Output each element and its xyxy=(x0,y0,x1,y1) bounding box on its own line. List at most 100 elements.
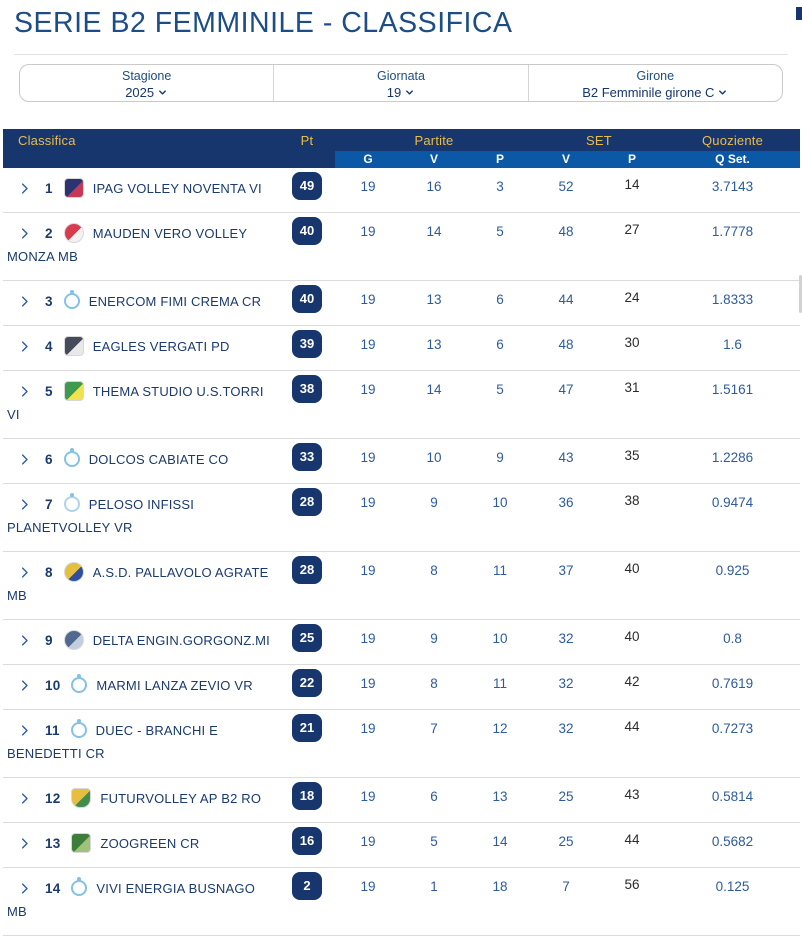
scrollbar-thumb[interactable] xyxy=(799,275,802,313)
table-row[interactable]: 5 THEMA STUDIO U.S.TORRI VI 38 19 14 5 47… xyxy=(3,371,800,439)
expand-chevron-icon[interactable] xyxy=(17,380,32,403)
filter-girone[interactable]: Girone B2 Femminile girone C xyxy=(527,65,782,101)
points-badge: 22 xyxy=(292,669,322,697)
expand-chevron-icon[interactable] xyxy=(17,493,32,516)
team-cell: 8 A.S.D. PALLAVOLO AGRATE MB xyxy=(3,552,279,619)
points-badge: 40 xyxy=(292,285,322,313)
team-name: FUTURVOLLEY AP B2 RO xyxy=(100,791,262,806)
points-cell: 40 xyxy=(279,213,335,245)
expand-chevron-icon[interactable] xyxy=(17,222,32,245)
stat-v: 5 xyxy=(430,834,438,849)
table-row[interactable]: 4 EAGLES VERGATI PD 39 19 13 6 48 30 1.6 xyxy=(3,326,800,371)
table-row[interactable]: 2 MAUDEN VERO VOLLEY MONZA MB 40 19 14 5 … xyxy=(3,213,800,281)
expand-chevron-icon[interactable] xyxy=(17,719,32,742)
expand-chevron-icon[interactable] xyxy=(17,629,32,652)
filter-stagione-label: Stagione xyxy=(121,69,172,83)
table-row[interactable]: 10 MARMI LANZA ZEVIO VR 22 19 8 11 32 42 … xyxy=(3,665,800,710)
title-divider xyxy=(14,54,788,55)
stat-p: 14 xyxy=(492,834,508,849)
team-rank: 5 xyxy=(45,384,53,399)
expand-chevron-icon[interactable] xyxy=(17,877,32,900)
expand-chevron-icon[interactable] xyxy=(17,832,32,855)
expand-chevron-icon[interactable] xyxy=(17,177,32,200)
points-cell: 49 xyxy=(279,168,335,200)
stat-g: 19 xyxy=(360,721,376,736)
team-rank: 14 xyxy=(45,881,61,896)
filter-girone-select[interactable]: B2 Femminile girone C xyxy=(582,85,728,100)
team-logo xyxy=(63,381,84,401)
subheader-v: V xyxy=(401,151,467,168)
team-name: ZOOGREEN CR xyxy=(100,836,200,851)
stat-v: 7 xyxy=(430,721,438,736)
points-badge: 38 xyxy=(292,375,322,403)
filter-stagione[interactable]: Stagione 2025 xyxy=(20,65,273,101)
table-row[interactable]: 7 PELOSO INFISSI PLANETVOLLEY VR 28 19 9 … xyxy=(3,484,800,552)
team-rank: 13 xyxy=(45,836,61,851)
table-row[interactable]: 6 DOLCOS CABIATE CO 33 19 10 9 43 35 1.22… xyxy=(3,439,800,484)
team-logo xyxy=(63,630,84,650)
points-cell: 38 xyxy=(279,371,335,403)
header-set: SET xyxy=(586,132,612,148)
filter-stagione-select[interactable]: 2025 xyxy=(125,85,168,100)
expand-chevron-icon[interactable] xyxy=(17,674,32,697)
table-row[interactable]: 14 VIVI ENERGIA BUSNAGO MB 2 19 1 18 7 56… xyxy=(3,868,800,936)
subheader-qset: Q Set. xyxy=(665,151,800,168)
stat-p: 13 xyxy=(492,789,508,804)
stat-q: 1.5161 xyxy=(711,382,754,397)
stat-v: 10 xyxy=(426,450,442,465)
team-logo xyxy=(70,719,87,738)
table-row[interactable]: 3 ENERCOM FIMI CREMA CR 40 19 13 6 44 24 … xyxy=(3,281,800,326)
team-cell: 4 EAGLES VERGATI PD xyxy=(3,326,279,370)
table-row[interactable]: 1 IPAG VOLLEY NOVENTA VI 49 19 16 3 52 14… xyxy=(3,168,800,213)
table-row[interactable]: 8 A.S.D. PALLAVOLO AGRATE MB 28 19 8 11 3… xyxy=(3,552,800,620)
team-logo xyxy=(63,336,84,356)
stat-set-v: 48 xyxy=(558,224,574,239)
team-logo xyxy=(63,562,84,582)
stat-set-p: 40 xyxy=(624,629,640,644)
stat-g: 19 xyxy=(360,789,376,804)
points-cell: 21 xyxy=(279,710,335,742)
points-badge: 16 xyxy=(292,827,322,855)
stat-p: 6 xyxy=(496,337,504,352)
stat-g: 19 xyxy=(360,631,376,646)
stat-g: 19 xyxy=(360,292,376,307)
points-cell: 16 xyxy=(279,823,335,855)
points-badge: 28 xyxy=(292,488,322,516)
points-cell: 28 xyxy=(279,484,335,516)
stat-g: 19 xyxy=(360,879,376,894)
points-badge: 40 xyxy=(292,217,322,245)
team-name: IPAG VOLLEY NOVENTA VI xyxy=(92,181,262,196)
chevron-down-icon xyxy=(719,90,727,95)
team-rank: 11 xyxy=(45,723,60,738)
filter-giornata-select[interactable]: 19 xyxy=(387,85,415,100)
points-cell: 28 xyxy=(279,552,335,584)
table-row[interactable]: 11 DUEC - BRANCHI E BENEDETTI CR 21 19 7 … xyxy=(3,710,800,778)
filter-giornata[interactable]: Giornata 19 xyxy=(273,65,527,101)
expand-chevron-icon[interactable] xyxy=(17,335,32,358)
team-name: ENERCOM FIMI CREMA CR xyxy=(88,294,262,309)
table-row[interactable]: 9 DELTA ENGIN.GORGONZ.MI 25 19 9 10 32 40… xyxy=(3,620,800,665)
stat-q: 1.8333 xyxy=(711,292,754,307)
expand-chevron-icon[interactable] xyxy=(17,448,32,471)
expand-chevron-icon[interactable] xyxy=(17,787,32,810)
stat-p: 10 xyxy=(492,631,508,646)
expand-chevron-icon[interactable] xyxy=(17,290,32,313)
team-name: A.S.D. PALLAVOLO AGRATE MB xyxy=(7,565,269,603)
stat-set-v: 25 xyxy=(558,789,574,804)
expand-chevron-icon[interactable] xyxy=(17,561,32,584)
stat-p: 11 xyxy=(492,563,507,578)
stat-set-v: 25 xyxy=(558,834,574,849)
team-name: DELTA ENGIN.GORGONZ.MI xyxy=(92,633,270,648)
team-logo xyxy=(71,674,88,693)
stat-q: 0.125 xyxy=(715,879,750,894)
table-row[interactable]: 12 FUTURVOLLEY AP B2 RO 18 19 6 13 25 43 … xyxy=(3,778,800,823)
stat-q: 0.925 xyxy=(715,563,750,578)
team-rank: 6 xyxy=(45,452,53,467)
stat-v: 14 xyxy=(426,382,442,397)
stat-set-p: 14 xyxy=(624,177,640,192)
team-rank: 12 xyxy=(45,791,61,806)
table-subheader-row: G V P V P Q Set. xyxy=(3,151,800,168)
stat-v: 13 xyxy=(426,337,442,352)
team-logo xyxy=(63,493,80,512)
stat-p: 12 xyxy=(492,721,508,736)
